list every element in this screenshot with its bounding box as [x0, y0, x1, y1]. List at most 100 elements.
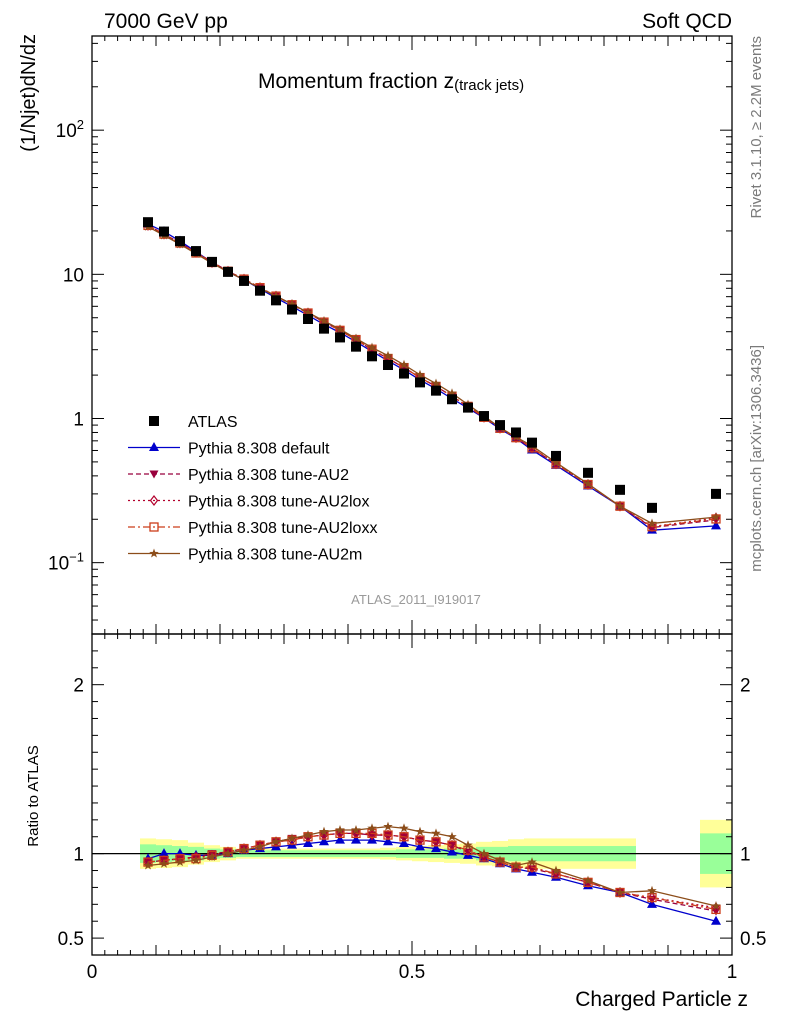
- data-point: [551, 450, 561, 461]
- series-point-ratio: [495, 855, 505, 865]
- x-tick-label: 0: [87, 962, 98, 983]
- series-point-ratio: [383, 836, 393, 846]
- series-point-main: [351, 333, 361, 343]
- legend: ATLAS Pythia 8.308 default Pythia 8.308 tu…: [128, 414, 377, 564]
- data-point: [351, 341, 361, 352]
- series-point-main: [319, 316, 329, 326]
- legend-label: Pythia 8.308 tune-AU2m: [188, 547, 362, 564]
- series-point-ratio: [383, 830, 393, 840]
- ratio-ytick-label-left: 2: [73, 676, 84, 697]
- data-point: [479, 411, 489, 422]
- series-point-ratio: [447, 846, 457, 856]
- series-point-ratio: [239, 843, 249, 854]
- data-point: [207, 256, 217, 267]
- series-point-ratio: [711, 901, 721, 911]
- series-point-main: [431, 378, 441, 388]
- series-point-main: [367, 342, 377, 352]
- data-point: [191, 246, 201, 257]
- series-point-ratio: [431, 837, 441, 847]
- series-point-ratio: [303, 830, 313, 840]
- data-point: [335, 332, 345, 343]
- data-point: [159, 226, 169, 237]
- series-line-main: [147, 224, 717, 528]
- atlas-data: [143, 217, 721, 513]
- series-point-ratio: [319, 836, 329, 846]
- series-point-ratio: [143, 860, 153, 870]
- data-point: [615, 484, 625, 495]
- series-point-ratio: [239, 845, 249, 855]
- legend-marker: [149, 416, 159, 426]
- series-point-ratio: [399, 837, 409, 847]
- data-point: [223, 266, 233, 277]
- legend-marker: [149, 522, 159, 532]
- main-ytick-exponent: −1: [69, 550, 84, 565]
- series-point-ratio: [223, 847, 233, 857]
- series-point-main: [551, 457, 561, 467]
- legend-item: Pythia 8.308 tune-AU2m: [128, 547, 362, 564]
- analysis-tag: ATLAS_2011_I919017: [351, 592, 481, 607]
- series-point-ratio: [415, 826, 425, 836]
- legend-marker: [149, 442, 159, 451]
- series-point-ratio: [207, 852, 217, 862]
- series-point-ratio: [647, 885, 657, 895]
- series-point-ratio: [303, 837, 313, 847]
- legend-marker: [149, 470, 159, 479]
- data-point: [239, 275, 249, 286]
- series-point-ratio: [463, 840, 473, 850]
- series-5: [143, 221, 721, 911]
- data-point: [271, 295, 281, 306]
- legend-label: Pythia 8.308 tune-AU2loxx: [188, 520, 377, 537]
- series-point-ratio: [431, 843, 441, 853]
- series-point-main: [615, 501, 625, 511]
- series-point-ratio: [463, 848, 473, 857]
- data-point: [647, 502, 657, 513]
- data-point: [287, 304, 297, 315]
- series-4: [143, 220, 721, 915]
- data-point: [495, 420, 505, 431]
- main-ylabel: (1/Njet)dN/dz: [18, 34, 40, 152]
- mc-series: [143, 218, 721, 925]
- legend-item: Pythia 8.308 default: [128, 441, 330, 458]
- series-3: [143, 219, 721, 914]
- data-point: [399, 368, 409, 379]
- chart-title-symbol: z: [444, 70, 455, 93]
- data-point: [583, 467, 593, 478]
- series-point-main: [287, 299, 297, 309]
- data-point: [447, 394, 457, 405]
- legend-item: Pythia 8.308 tune-AU2loxx: [128, 520, 377, 537]
- data-point: [415, 377, 425, 388]
- main-ytick-label: 102: [56, 117, 84, 142]
- header-left: 7000 GeV pp: [104, 10, 228, 33]
- series-point-ratio: [175, 857, 185, 867]
- series-point-ratio: [207, 850, 217, 860]
- side-label-mcplots: mcplots.cern.ch [arXiv:1306.3436]: [748, 345, 765, 572]
- series-point-main: [335, 324, 345, 334]
- series-point-main: [383, 350, 393, 360]
- series-point-ratio: [159, 858, 169, 868]
- main-ytick-label: 10: [63, 265, 84, 286]
- ratio-ytick-label-right: 0.5: [740, 929, 766, 950]
- data-point: [143, 217, 153, 228]
- main-ytick-label: 1: [73, 409, 84, 430]
- data-point: [527, 437, 537, 448]
- series-point-ratio: [223, 848, 233, 858]
- series-point-ratio: [447, 831, 457, 841]
- series-point-ratio: [479, 848, 489, 858]
- series-point-ratio: [191, 855, 201, 865]
- ratio-ytick-label-left: 1: [73, 845, 84, 866]
- series-point-main: [303, 307, 313, 317]
- data-point: [303, 313, 313, 324]
- legend-item: Pythia 8.308 tune-AU2lox: [128, 494, 369, 511]
- series-point-main: [415, 369, 425, 379]
- series-line-main: [147, 223, 717, 531]
- series-point-ratio: [527, 857, 537, 867]
- series-point-main: [399, 359, 409, 369]
- series-point-ratio: [399, 823, 409, 833]
- series-point-ratio: [367, 823, 377, 833]
- legend-label: Pythia 8.308 default: [188, 441, 330, 458]
- series-2: [143, 221, 721, 916]
- data-point: [255, 285, 265, 296]
- series-point-ratio: [383, 821, 393, 831]
- legend-item: Pythia 8.308 tune-AU2: [128, 467, 349, 484]
- data-point: [383, 360, 393, 371]
